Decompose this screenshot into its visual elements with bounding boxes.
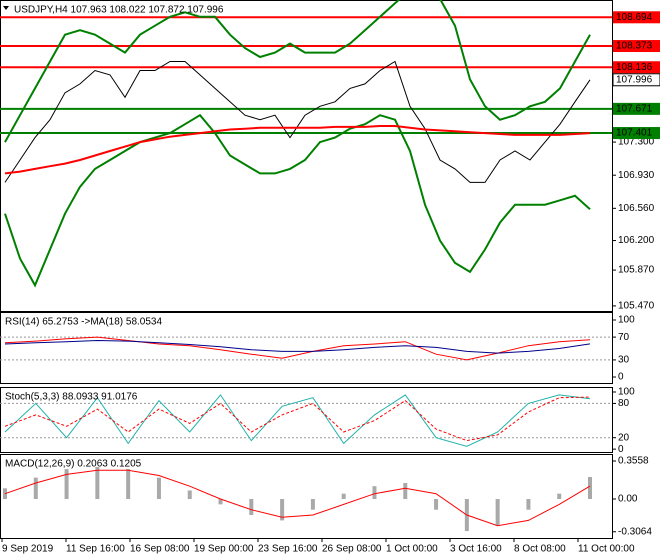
histogram-bar [249, 499, 254, 516]
histogram-bar [310, 499, 315, 510]
series-line [4, 339, 591, 354]
y-tick-label: 20 [618, 432, 630, 443]
time-label: 3 Oct 16:00 [450, 544, 502, 555]
histogram-bar [495, 499, 500, 526]
menu-arrow [3, 6, 9, 10]
time-label: 19 Sep 00:00 [194, 544, 254, 555]
y-tick-label: 105.470 [618, 301, 655, 312]
level-label: 107.671 [616, 104, 653, 115]
series-line [4, 125, 591, 175]
y-tick-label: 30 [618, 355, 630, 366]
panel-frame [0, 0, 613, 312]
y-tick-label: 80 [618, 398, 630, 409]
time-label: 16 Sep 08:00 [130, 544, 190, 555]
histogram-bar [64, 469, 69, 500]
y-tick-label: 100 [618, 387, 635, 398]
last-price-box [612, 73, 660, 87]
y-tick-label: -0.3064 [618, 526, 652, 537]
level-label-box [613, 11, 660, 24]
histogram-bar [526, 499, 531, 510]
level-label-box [613, 127, 660, 140]
y-tick-label: 0.3558 [618, 456, 649, 467]
y-tick-label: 106.560 [618, 203, 655, 214]
series-line [4, 394, 591, 447]
panel-title: RSI(14) 65.2753 ->MA(18) 58.0534 [5, 317, 162, 328]
time-label: 1 Oct 00:00 [386, 544, 438, 555]
histogram-bar [434, 499, 439, 510]
series-line [4, 336, 591, 361]
histogram-bar [403, 482, 408, 500]
panel-frame [0, 387, 613, 453]
histogram-bar [187, 490, 192, 500]
series-line [4, 60, 591, 183]
y-tick-label: 0 [618, 372, 624, 383]
histogram-bar [372, 486, 377, 500]
histogram-bar [126, 469, 131, 500]
histogram-bar [33, 477, 38, 500]
histogram-bar [557, 493, 562, 500]
y-tick-label: 0 [618, 444, 624, 455]
series-line [4, 0, 591, 143]
panel-title: USDJPY,H4 107.963 108.022 107.872 107.99… [14, 5, 224, 16]
histogram-bar [341, 493, 346, 500]
level-label: 107.401 [616, 128, 653, 139]
series-line [4, 396, 591, 442]
level-label: 108.136 [616, 62, 653, 73]
y-tick-label: 106.930 [618, 170, 655, 181]
y-tick-label: 70 [618, 332, 630, 343]
panel-title: MACD(12,26,9) 0.2063 0.1205 [5, 459, 142, 470]
time-label: 11 Oct 00:00 [578, 544, 635, 555]
level-label: 108.694 [616, 12, 653, 23]
level-label-box [613, 102, 660, 115]
histogram-bar [218, 499, 223, 505]
histogram-bar [156, 477, 161, 500]
histogram-bar [588, 476, 592, 500]
y-tick-label: 105.870 [618, 265, 655, 276]
panel-frame [0, 454, 613, 539]
time-label: 26 Sep 08:00 [322, 544, 382, 555]
time-label: 11 Sep 16:00 [66, 544, 125, 555]
level-label-box [613, 61, 660, 74]
level-label: 108.373 [616, 41, 653, 52]
last-price-label: 107.996 [616, 74, 653, 85]
y-tick-label: 107.300 [618, 137, 655, 148]
level-label-box [613, 40, 660, 53]
time-label: 23 Sep 16:00 [258, 544, 318, 555]
series-line [4, 113, 591, 288]
y-tick-label: 0.00 [618, 494, 638, 505]
panel-title: Stoch(5,3,3) 88.0933 91.0176 [5, 392, 138, 403]
panel-frame [0, 312, 613, 384]
y-tick-label: 106.200 [618, 235, 655, 246]
histogram-bar [280, 499, 285, 521]
time-label: 8 Oct 08:00 [514, 544, 566, 555]
series-line [4, 469, 591, 527]
time-label: 9 Sep 2019 [2, 544, 54, 555]
y-tick-label: 100 [618, 315, 635, 326]
histogram-bar [95, 466, 100, 500]
